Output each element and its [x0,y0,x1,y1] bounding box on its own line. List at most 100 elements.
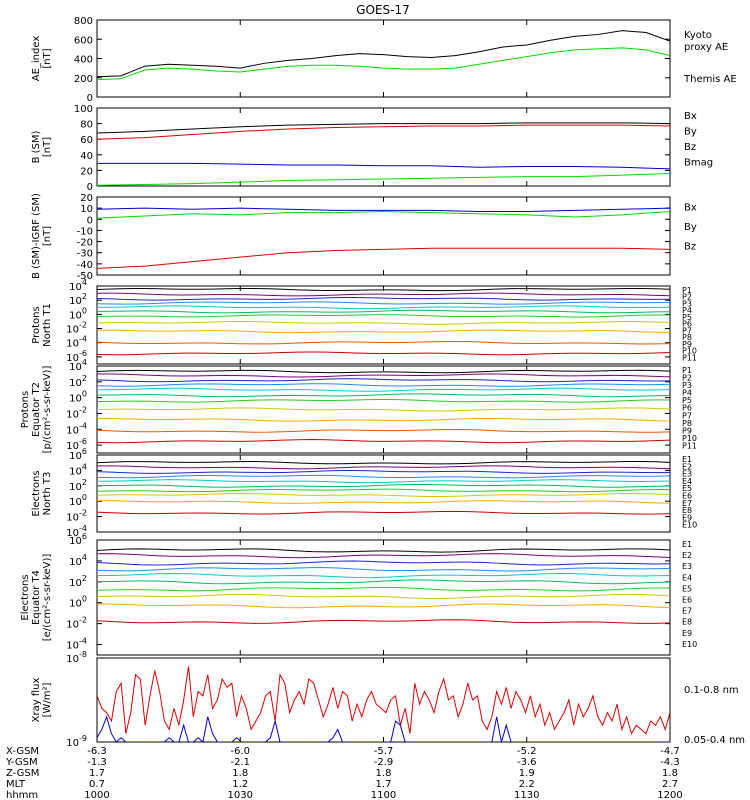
x-axis-ephemeris: X-GSM -6.3 -6.0 -5.7 -5.2 -4.7 Y-GSM -1.3 -2.1 -2… [5,746,683,800]
y-tick-label: -40 [77,260,93,271]
y-tick-label: -20 [77,238,93,249]
panel-frame [96,107,671,187]
channel-p11 [97,439,670,444]
series-themis-ae [97,30,670,78]
ephemeris-value: 1.9 [519,768,535,779]
y-tick-label: 102 [69,478,87,493]
legend-entry: Bz [684,242,696,253]
channel-p9 [97,329,670,334]
y-axis-label: Protons [31,306,42,343]
channel-p1 [97,287,670,292]
channel-legend-label: P7 [682,326,692,335]
y-tick-label: 200 [74,74,93,85]
y-tick-label: 100 [69,595,87,610]
y-tick-label: 800 [74,16,93,27]
channel-legend-label: E7 [682,499,692,508]
channel-legend-label: P1 [682,366,692,375]
series-bmag [97,122,670,134]
channel-p7 [97,314,670,318]
channel-p2 [97,292,670,297]
ephemeris-value: -3.6 [517,757,537,768]
y-tick-label: 20 [80,193,93,204]
channel-e9 [97,603,670,609]
channel-e9 [97,500,670,504]
ephemeris-value: 1.7 [89,768,105,779]
y-tick-label: -30 [77,249,93,260]
channel-legend-label: P8 [682,419,692,428]
channel-legend-label: E3 [682,470,692,479]
channel-e2 [97,465,670,470]
channel-legend-label: E2 [682,462,692,471]
channel-legend-label: P3 [682,381,692,390]
y-axis-label: [W/m²] [42,682,53,717]
channel-e4 [97,474,670,479]
y-tick-label: 102 [69,574,87,589]
panel-data [97,287,670,356]
legend-entry: 0.05-0.4 nm [684,735,745,746]
channel-p2 [97,373,670,378]
y-tick-label: 10-8 [66,650,87,665]
y-tick-label: 10-9 [66,734,87,749]
ephemeris-value: 1200 [657,790,682,800]
ephemeris-row-label: hhmm [6,790,38,800]
channel-legend-label: E7 [682,607,692,616]
channel-legend-label: E5 [682,484,692,493]
channel-legend-label: E6 [682,596,692,605]
ephemeris-value: 1.8 [376,768,392,779]
ephemeris-value: -1.3 [87,757,107,768]
y-tick-label: 106 [69,532,87,547]
channel-legend-label: P9 [682,340,692,349]
channel-p10 [97,428,670,433]
channel-e4 [97,567,670,572]
channel-legend-label: P5 [682,313,692,322]
channel-p9 [97,417,670,422]
ephemeris-value: 1.8 [232,768,248,779]
ephemeris-value: 1130 [514,790,539,800]
y-axis-label: Electrons [31,470,42,516]
channel-p6 [97,309,670,314]
channel-legend-label: E8 [682,506,692,515]
y-axis-label: North T1 [42,303,53,347]
series-by [97,210,670,219]
channel-e5 [97,479,670,484]
y-tick-label: 40 [80,151,93,162]
channel-legend-label: E1 [682,540,692,549]
channel-legend-label: E4 [682,573,692,582]
y-axis-label: [p/(cm²-s-sr-keV)] [42,366,53,454]
channel-legend-label: P10 [682,434,697,443]
ephemeris-value: 1.8 [662,768,678,779]
panel-data [97,461,670,515]
channel-p6 [97,393,670,398]
channel-legend-label: P6 [682,320,692,329]
y-axis-label: AE_index [31,36,42,82]
legend-entry: 0.1-0.8 nm [684,685,739,696]
y-axis-label: B (SM)-IGRF (SM) [31,193,42,279]
channel-legend-label: P5 [682,396,692,405]
channel-e5 [97,572,670,579]
channel-e1 [97,461,670,465]
ephemeris-value: -6.0 [230,746,250,757]
ephemeris-value: -4.7 [660,746,680,757]
channel-legend-label: E4 [682,477,692,486]
y-tick-label: 104 [69,278,87,293]
channel-legend-label: E6 [682,492,692,501]
channel-legend-label: P3 [682,299,692,308]
y-tick-label: 10-2 [66,616,87,631]
ephemeris-value: 0.7 [89,779,105,790]
y-tick-label: 10-4 [66,637,87,652]
channel-legend-label: E8 [682,618,692,627]
y-tick-label: 10-6 [66,349,87,364]
channel-p3 [97,378,670,383]
channel-p3 [97,296,670,301]
y-tick-label: -50 [77,271,93,282]
channel-p7 [97,398,670,403]
y-tick-label: 10-4 [66,524,87,539]
channel-legend-label: P11 [682,353,697,362]
y-tick-label: 0 [87,215,93,226]
